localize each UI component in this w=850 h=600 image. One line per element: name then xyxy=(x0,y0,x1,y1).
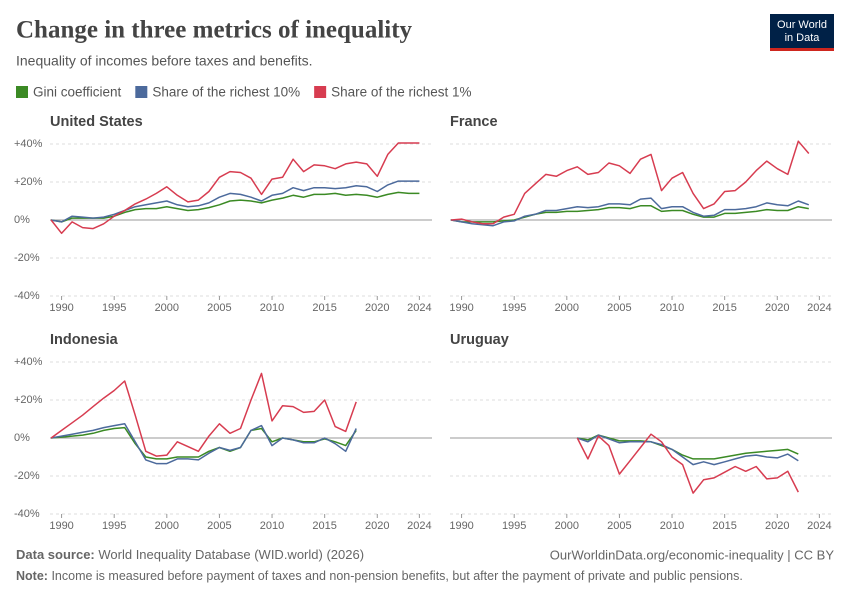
x-tick-label: 2010 xyxy=(660,520,684,532)
y-tick-label: 0% xyxy=(14,214,30,226)
y-tick-label: -20% xyxy=(14,252,40,264)
logo-text: Our World xyxy=(777,19,827,31)
note-text: Income is measured before payment of tax… xyxy=(51,569,742,583)
series-line xyxy=(577,434,799,460)
x-tick-label: 1990 xyxy=(449,302,473,314)
x-tick-label: 1995 xyxy=(102,520,126,532)
x-tick-label: 2024 xyxy=(407,302,431,314)
x-tick-label: 2024 xyxy=(407,520,431,532)
series-line xyxy=(576,433,799,494)
panel-title: France xyxy=(450,114,498,130)
y-tick-label: +20% xyxy=(14,176,43,188)
chart-title: Change in three metrics of inequality xyxy=(16,17,413,44)
x-tick-label: 2020 xyxy=(365,302,389,314)
x-tick-label: 2010 xyxy=(260,520,284,532)
x-tick-label: 2020 xyxy=(365,520,389,532)
x-tick-label: 2024 xyxy=(807,520,831,532)
note: Note: Income is measured before payment … xyxy=(16,569,743,583)
logo-bar xyxy=(770,48,834,51)
x-tick-label: 2005 xyxy=(207,520,231,532)
panel-title: Uruguay xyxy=(450,332,509,348)
x-tick-label: 2000 xyxy=(155,302,179,314)
x-tick-label: 2005 xyxy=(207,302,231,314)
series-line xyxy=(51,426,357,460)
panel-title: United States xyxy=(50,114,143,130)
series-line xyxy=(50,423,357,465)
legend-label: Share of the richest 1% xyxy=(331,85,471,100)
legend-swatch xyxy=(135,86,148,98)
source: Data source: World Inequality Database (… xyxy=(16,547,364,562)
x-tick-label: 1995 xyxy=(502,302,526,314)
subtitle: Inequality of incomes before taxes and b… xyxy=(16,53,313,69)
series-line xyxy=(450,205,809,223)
logo-box xyxy=(770,14,834,50)
x-tick-label: 2024 xyxy=(807,302,831,314)
panel-title: Indonesia xyxy=(50,332,119,348)
x-tick-label: 2020 xyxy=(765,520,789,532)
x-tick-label: 1990 xyxy=(49,520,73,532)
series-line xyxy=(451,140,810,225)
x-tick-label: 2010 xyxy=(660,302,684,314)
y-tick-label: 0% xyxy=(14,432,30,444)
y-tick-label: +40% xyxy=(14,356,43,368)
x-tick-label: 1990 xyxy=(449,520,473,532)
legend-swatch xyxy=(314,86,327,98)
x-tick-label: 1995 xyxy=(502,520,526,532)
x-tick-label: 2005 xyxy=(607,520,631,532)
legend-label: Gini coefficient xyxy=(33,85,122,100)
y-tick-label: -40% xyxy=(14,290,40,302)
series-line xyxy=(50,142,420,235)
legend-item: Gini coefficient xyxy=(16,85,122,100)
y-tick-label: +20% xyxy=(14,394,43,406)
series-line xyxy=(450,197,810,227)
y-tick-label: +40% xyxy=(14,138,43,150)
y-tick-label: -20% xyxy=(14,470,40,482)
series-line xyxy=(50,191,420,223)
legend-item: Share of the richest 10% xyxy=(135,85,300,100)
series-line xyxy=(577,434,799,466)
logo-text: in Data xyxy=(785,32,821,44)
note-label: Note: xyxy=(16,569,48,583)
x-tick-label: 2000 xyxy=(555,520,579,532)
legend-swatch xyxy=(16,86,28,98)
series-line xyxy=(50,372,357,457)
source-text: World Inequality Database (WID.world) (2… xyxy=(98,547,364,562)
x-tick-label: 2015 xyxy=(712,302,736,314)
x-tick-label: 2005 xyxy=(607,302,631,314)
x-tick-label: 2000 xyxy=(555,302,579,314)
x-tick-label: 2015 xyxy=(712,520,736,532)
x-tick-label: 2015 xyxy=(312,520,336,532)
logo[interactable]: Our World in Data xyxy=(770,14,834,51)
x-tick-label: 2015 xyxy=(312,302,336,314)
x-tick-label: 1990 xyxy=(49,302,73,314)
x-tick-label: 1995 xyxy=(102,302,126,314)
link[interactable]: OurWorldinData.org/economic-inequality |… xyxy=(550,547,835,562)
x-tick-label: 2010 xyxy=(260,302,284,314)
source-label: Data source: xyxy=(16,547,95,562)
legend-label: Share of the richest 10% xyxy=(152,85,300,100)
x-tick-label: 2020 xyxy=(765,302,789,314)
y-tick-label: -40% xyxy=(14,508,40,520)
series-line xyxy=(50,180,420,223)
x-tick-label: 2000 xyxy=(155,520,179,532)
legend-item: Share of the richest 1% xyxy=(314,85,471,100)
